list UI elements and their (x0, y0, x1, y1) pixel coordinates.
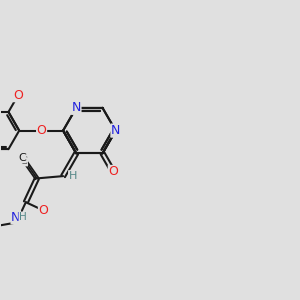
Text: O: O (13, 89, 23, 102)
Text: N: N (72, 101, 81, 114)
Text: H: H (19, 212, 27, 222)
Text: N: N (11, 211, 20, 224)
Text: C: C (18, 153, 26, 163)
Text: O: O (108, 166, 118, 178)
Text: H: H (69, 171, 77, 181)
Text: O: O (38, 204, 48, 217)
Text: N: N (111, 124, 120, 137)
Text: C: C (20, 156, 27, 166)
Text: O: O (37, 124, 46, 137)
